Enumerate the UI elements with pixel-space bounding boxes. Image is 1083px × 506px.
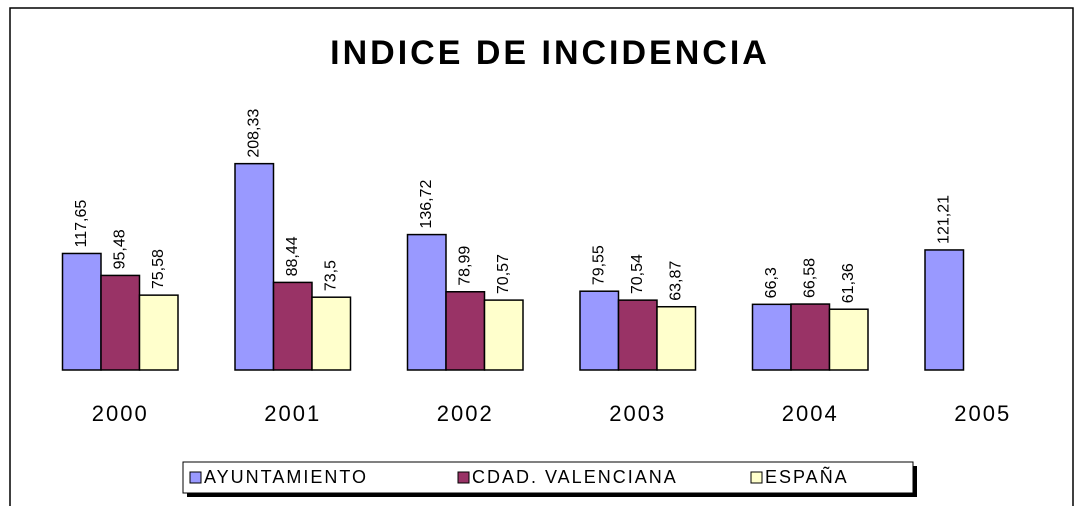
value-label: 88,44 <box>284 236 301 276</box>
value-label: 75,58 <box>150 249 167 289</box>
value-label: 117,65 <box>73 200 90 248</box>
bar <box>272 281 313 371</box>
value-label: 208,33 <box>245 109 262 158</box>
value-label: 61,36 <box>840 263 857 303</box>
value-label: 63,87 <box>667 261 684 301</box>
bar <box>445 291 486 371</box>
legend-label: ESPAÑA <box>765 466 849 487</box>
bar <box>828 308 869 371</box>
x-tick-label: 2002 <box>437 401 494 426</box>
value-label: 73,5 <box>322 260 339 291</box>
chart-frame <box>9 7 1074 506</box>
bar <box>751 303 792 371</box>
legend-swatch <box>189 471 202 484</box>
value-label: 121,21 <box>935 195 952 244</box>
bar <box>61 252 102 371</box>
value-label: 136,72 <box>418 180 435 229</box>
value-label: 66,3 <box>763 267 780 298</box>
legend-swatch <box>750 471 763 484</box>
value-label: 66,58 <box>801 258 818 298</box>
x-tick-label: 2001 <box>264 401 321 426</box>
legend-box <box>182 461 914 494</box>
value-label: 78,99 <box>456 246 473 286</box>
x-tick-label: 2003 <box>609 401 666 426</box>
value-label: 70,54 <box>629 254 646 294</box>
bar <box>579 290 620 371</box>
value-label: 70,57 <box>495 254 512 294</box>
bar <box>924 249 965 371</box>
bar <box>100 274 141 371</box>
x-tick-label: 2004 <box>782 401 839 426</box>
value-label: 79,55 <box>590 245 607 285</box>
legend-swatch <box>457 471 470 484</box>
bar <box>656 305 697 371</box>
bar <box>483 299 524 371</box>
value-label: 95,48 <box>111 229 128 269</box>
bar <box>406 233 447 371</box>
legend-label: CDAD. VALENCIANA <box>472 467 678 487</box>
bar <box>617 299 658 371</box>
x-tick-label: 2005 <box>954 401 1011 426</box>
chart-title: INDICE DE INCIDENCIA <box>330 34 770 72</box>
bar <box>234 162 275 371</box>
legend-label: AYUNTAMIENTO <box>204 467 368 487</box>
bar <box>311 296 352 371</box>
bar <box>790 303 831 371</box>
x-tick-label: 2000 <box>92 401 149 426</box>
bar <box>138 294 179 371</box>
